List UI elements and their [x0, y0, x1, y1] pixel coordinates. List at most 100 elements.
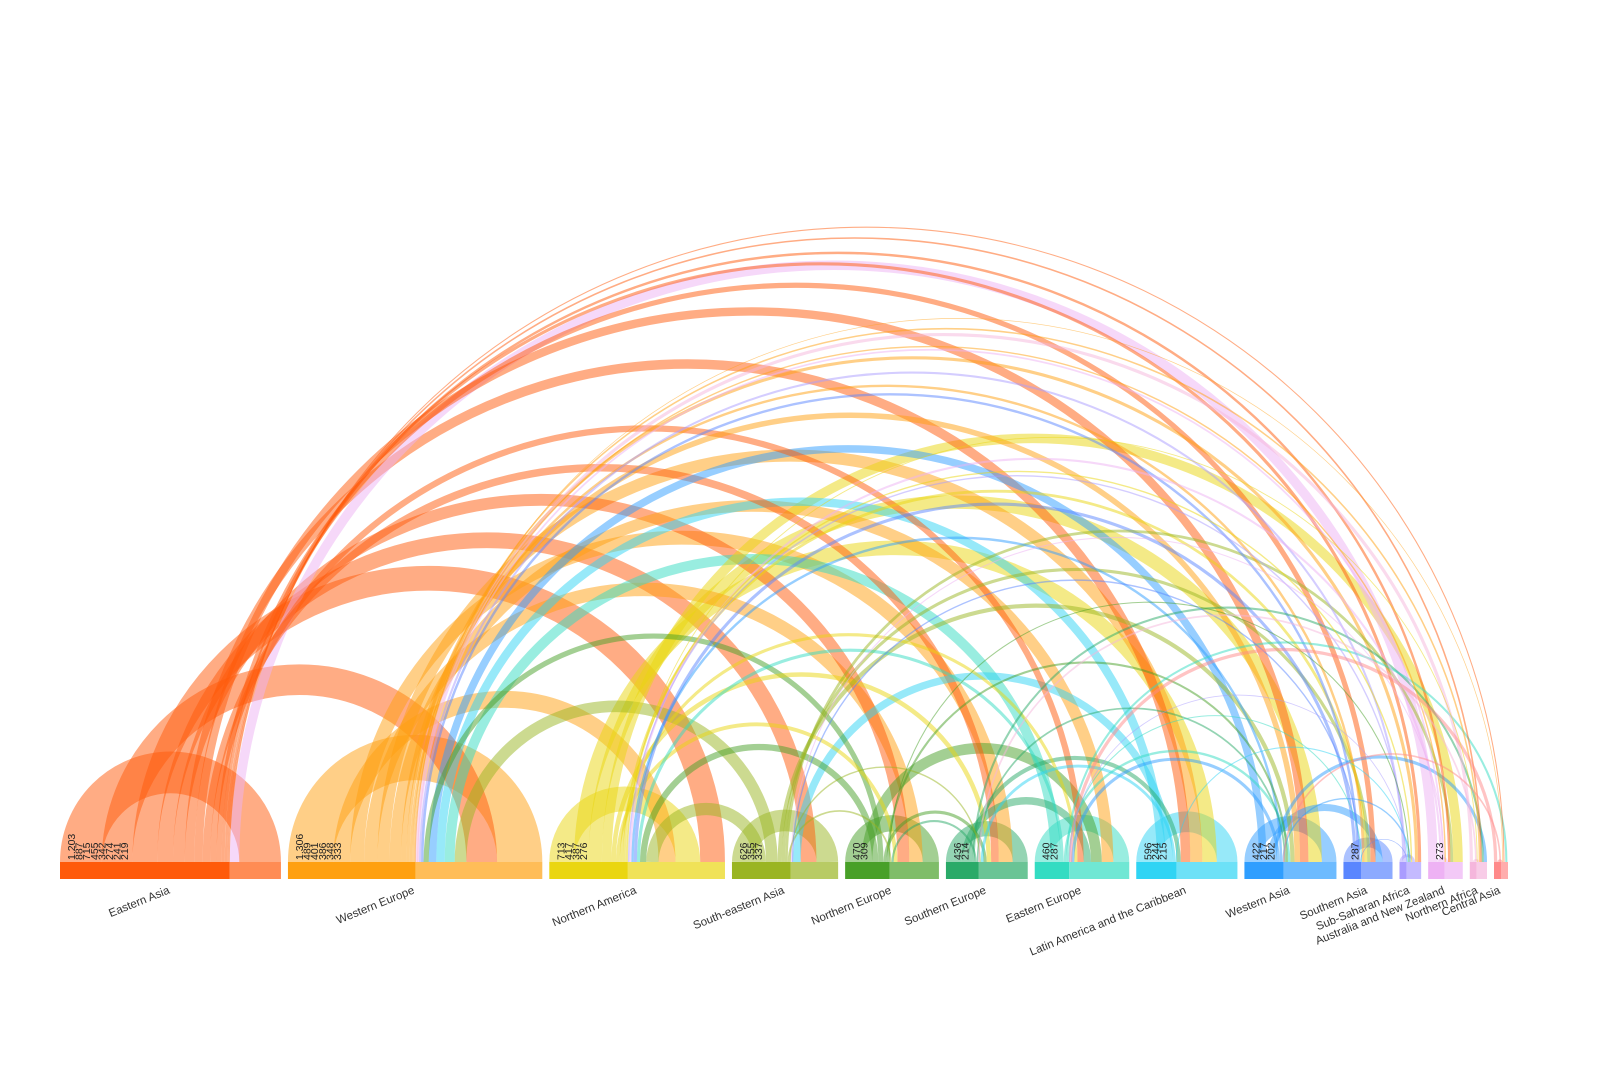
arc-latin-america-and-the-caribbean-to-southern-europe: [980, 764, 1176, 863]
value-label: 713: [555, 842, 567, 860]
value-label: 337: [753, 842, 765, 860]
node-bar-southern-europe-outgoing[interactable]: [945, 862, 979, 879]
node-bar-latin-america-and-the-caribbean-incoming[interactable]: [1176, 862, 1238, 879]
node-bar-northern-america-outgoing[interactable]: [549, 862, 628, 879]
node-bar-central-asia-outgoing[interactable]: [1494, 862, 1501, 879]
value-label: 489: [302, 842, 314, 860]
node-bar-western-asia-outgoing[interactable]: [1244, 862, 1284, 879]
arc-south-eastern-asia-to-australia-and-new-zealand: [784, 529, 1454, 863]
value-label: 417: [563, 842, 575, 860]
node-bar-western-asia-incoming[interactable]: [1283, 862, 1337, 879]
node-bar-latin-america-and-the-caribbean-outgoing[interactable]: [1136, 862, 1177, 879]
arc-northern-america-to-sub-saharan-africa: [625, 470, 1413, 863]
node-bar-eastern-europe-incoming[interactable]: [1069, 862, 1130, 879]
node-bar-southern-asia-outgoing[interactable]: [1343, 862, 1362, 879]
arc-southern-asia-to-south-eastern-asia: [791, 579, 1361, 863]
value-label: 202: [1266, 842, 1278, 860]
region-label-south-eastern-asia: South-eastern Asia: [692, 884, 787, 932]
arc-northern-america-to-eastern-europe: [619, 633, 1078, 863]
value-label: 276: [578, 842, 590, 860]
arc-southern-asia-to-western-europe: [421, 393, 1359, 863]
node-bar-eastern-asia-incoming[interactable]: [229, 862, 281, 879]
arc-south-eastern-asia-to-southern-europe: [789, 766, 981, 863]
value-label: 217: [1258, 842, 1270, 860]
arc-western-asia-to-eastern-europe: [1071, 757, 1280, 863]
node-bar-western-europe-outgoing[interactable]: [287, 862, 416, 879]
arc-sub-saharan-africa-to-eastern-europe: [1069, 694, 1407, 863]
node-bar-northern-america-incoming[interactable]: [627, 862, 725, 879]
arc-latin-america-and-the-caribbean-to-western-europe: [436, 497, 1166, 863]
value-label: 1.203: [66, 834, 78, 860]
value-label: 348: [324, 842, 336, 860]
value-label: 219: [119, 842, 131, 860]
arc-central-asia-to-eastern-europe: [1069, 647, 1498, 863]
value-label: 355: [746, 842, 758, 860]
node-bar-south-eastern-asia-outgoing[interactable]: [731, 862, 791, 879]
arc-northern-america-to-northern-africa: [627, 436, 1478, 863]
node-bars-layer: [60, 862, 1508, 879]
arc-eastern-europe-to-western-europe: [444, 554, 1061, 863]
value-label: 287: [1048, 842, 1060, 860]
arc-eastern-asia-to-south-eastern-asia: [157, 532, 817, 863]
node-bar-australia-and-new-zealand-incoming[interactable]: [1444, 862, 1463, 879]
arc-western-asia-to-northern-america: [631, 536, 1283, 863]
node-bar-northern-africa-incoming[interactable]: [1476, 862, 1487, 879]
region-label-western-asia: Western Asia: [1224, 884, 1292, 921]
arc-southern-europe-to-latin-america-and-the-caribbean: [968, 755, 1181, 863]
arc-australia-and-new-zealand-to-western-europe: [417, 348, 1444, 863]
arcs-layer: [60, 226, 1508, 863]
arc-western-europe-to-central-asia: [415, 318, 1503, 863]
node-bar-sub-saharan-africa-outgoing[interactable]: [1399, 862, 1407, 879]
node-bar-southern-europe-incoming[interactable]: [978, 862, 1028, 879]
value-label: 387: [571, 842, 583, 860]
value-label: 887: [74, 842, 86, 860]
node-bar-sub-saharan-africa-incoming[interactable]: [1406, 862, 1422, 879]
value-label: 626: [738, 842, 750, 860]
value-label: 309: [859, 842, 871, 860]
node-bar-eastern-europe-outgoing[interactable]: [1034, 862, 1070, 879]
arc-sub-saharan-africa-to-northern-america: [627, 475, 1406, 863]
region-label-northern-america: Northern America: [551, 884, 639, 929]
region-label-southern-europe: Southern Europe: [903, 885, 988, 929]
arc-latin-america-and-the-caribbean-to-south-eastern-asia: [793, 672, 1173, 863]
node-bar-australia-and-new-zealand-outgoing[interactable]: [1428, 862, 1445, 879]
value-label: 386: [317, 842, 329, 860]
arc-south-eastern-asia-to-western-europe: [454, 700, 778, 863]
arc-southern-asia-to-sub-saharan-africa: [1360, 838, 1408, 863]
node-bar-northern-europe-outgoing[interactable]: [845, 862, 890, 879]
arc-eastern-asia-to-northern-america: [132, 565, 725, 863]
region-label-northern-europe: Northern Europe: [810, 885, 893, 928]
node-bar-central-asia-incoming[interactable]: [1501, 862, 1508, 879]
node-bar-eastern-asia-outgoing[interactable]: [60, 862, 230, 879]
arc-western-asia-to-northern-africa: [1273, 755, 1487, 863]
region-label-western-europe: Western Europe: [335, 885, 416, 927]
node-bar-northern-europe-incoming[interactable]: [889, 862, 939, 879]
value-label: 455: [89, 842, 101, 860]
arc-northern-america-to-australia-and-new-zealand: [601, 433, 1463, 863]
value-label: 244: [1150, 842, 1162, 860]
value-label: 342: [96, 842, 108, 860]
arc-eastern-asia-to-sub-saharan-africa: [221, 262, 1422, 863]
arc-northern-europe-to-western-europe: [423, 633, 884, 863]
node-bar-northern-africa-outgoing[interactable]: [1469, 862, 1477, 879]
arc-northern-europe-to-western-asia: [886, 661, 1288, 863]
value-label: 436: [952, 842, 964, 860]
node-bar-southern-asia-incoming[interactable]: [1361, 862, 1393, 879]
arc-eastern-asia-to-central-asia: [228, 226, 1505, 863]
value-label: 215: [1157, 842, 1169, 860]
value-label: 715: [81, 842, 93, 860]
arc-southern-asia-to-northern-america: [633, 502, 1357, 863]
value-label: 241: [112, 842, 124, 860]
value-label: 401: [309, 842, 321, 860]
arc-western-europe-to-northern-africa: [412, 327, 1481, 863]
arc-latin-america-and-the-caribbean-to-sub-saharan-africa: [1175, 746, 1409, 863]
value-label: 287: [1349, 842, 1361, 860]
arc-northern-africa-to-southern-europe: [978, 614, 1477, 863]
arc-eastern-europe-to-southern-asia: [1068, 715, 1363, 863]
node-bar-south-eastern-asia-incoming[interactable]: [790, 862, 839, 879]
arc-eastern-europe-to-northern-america: [636, 648, 1064, 863]
node-bar-western-europe-incoming[interactable]: [415, 862, 543, 879]
value-label: 422: [1250, 842, 1262, 860]
arc-central-asia-to-western-asia: [1283, 753, 1501, 863]
